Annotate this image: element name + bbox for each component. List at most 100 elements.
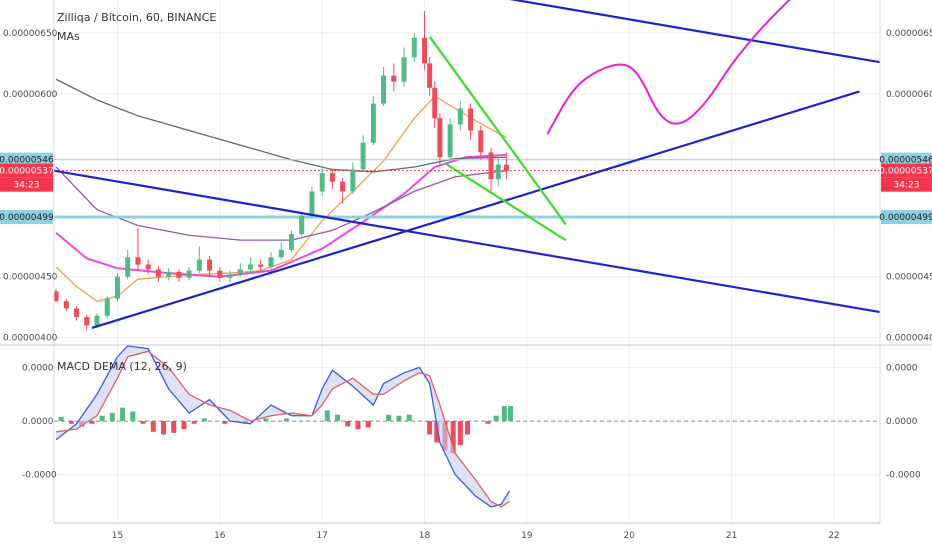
candle-body[interactable] [432, 87, 438, 119]
candle-body[interactable] [360, 142, 366, 170]
macd-histogram-bar [89, 421, 95, 424]
macd-histogram-bar [191, 421, 197, 424]
candle-body[interactable] [488, 152, 494, 180]
price-label-546-bg [881, 152, 932, 167]
macd-histogram-bar [465, 421, 471, 435]
macd-histogram-bar [365, 421, 371, 428]
candle-body[interactable] [186, 270, 192, 278]
signal-line [55, 350, 510, 508]
candle-body[interactable] [278, 249, 284, 258]
candle-body[interactable] [207, 259, 213, 271]
candle-body[interactable] [104, 298, 110, 316]
candle-body[interactable] [457, 108, 463, 125]
macd-histogram-bar [68, 421, 74, 424]
candle-body[interactable] [495, 164, 501, 180]
moving-average-line [55, 95, 507, 302]
candle-body[interactable] [155, 269, 161, 277]
candle-body[interactable] [258, 264, 264, 267]
chart-title: Zilliqa / Bitcoin, 60, BINANCE [57, 11, 216, 24]
macd-histogram-bar [335, 414, 341, 422]
candle-body[interactable] [84, 316, 90, 326]
macd-histogram-bar [406, 414, 412, 422]
trend-line[interactable] [508, 0, 881, 64]
price-label-499: 0.00000499 [879, 213, 932, 223]
macd-histogram-bar [345, 421, 351, 427]
macd-tick-label-left: -0.0000 [22, 471, 57, 481]
x-tick-label: 20 [624, 531, 636, 541]
candle-body[interactable] [196, 259, 202, 271]
candle-body[interactable] [74, 308, 80, 317]
macd-panel [54, 345, 880, 508]
price-label-537-bg [0, 163, 53, 178]
candles[interactable] [53, 10, 509, 331]
macd-histogram-bar [150, 421, 156, 432]
candle-body[interactable] [422, 37, 428, 64]
candle-body[interactable] [63, 301, 69, 309]
candle-body[interactable] [381, 75, 387, 104]
candle-body[interactable] [427, 63, 433, 88]
macd-histogram-bar [181, 421, 187, 430]
macd-fill [56, 346, 510, 507]
y-tick-label-right: 0.00000600 [886, 90, 932, 100]
candle-body[interactable] [391, 75, 397, 82]
candle-body[interactable] [447, 124, 453, 158]
candle-body[interactable] [478, 130, 484, 153]
candle-body[interactable] [411, 37, 417, 58]
candle-body[interactable] [319, 173, 325, 192]
candle-body[interactable] [145, 264, 151, 270]
candle-body[interactable] [114, 276, 120, 299]
x-tick-label: 21 [726, 531, 737, 541]
candle-body[interactable] [340, 181, 346, 192]
trend-line[interactable] [444, 162, 567, 242]
candle-body[interactable] [135, 257, 141, 265]
candle-body[interactable] [53, 291, 59, 302]
trend-line[interactable] [428, 35, 567, 225]
macd-histogram-bar [140, 421, 146, 424]
candle-body[interactable] [166, 271, 172, 277]
macd-histogram-bar [434, 421, 440, 443]
candle-body[interactable] [299, 215, 305, 235]
candle-body[interactable] [437, 118, 443, 158]
projection-curve[interactable] [546, 0, 793, 135]
macd-histogram-bar [427, 421, 433, 435]
macd-histogram-bar [222, 421, 228, 424]
candle-body[interactable] [503, 164, 509, 171]
candle-body[interactable] [468, 108, 474, 131]
candle-body[interactable] [217, 270, 223, 278]
candle-body[interactable] [125, 257, 131, 277]
macd-histogram-bar [386, 414, 392, 422]
macd-histogram-bar [283, 418, 289, 422]
macd-histogram-bar [130, 411, 136, 422]
candle-body[interactable] [94, 315, 100, 326]
horizontal-lines [54, 159, 880, 219]
trend-lines[interactable] [53, 0, 881, 329]
candle-body[interactable] [237, 269, 243, 275]
macd-histogram-bar [161, 421, 167, 435]
macd-tick-label-right: -0.0000 [886, 471, 921, 481]
macd-tick-label-left: 0.0000 [22, 417, 54, 427]
candle-body[interactable] [329, 173, 335, 182]
candle-body[interactable] [176, 271, 182, 278]
price-label-499-bg [881, 209, 932, 224]
macd-tick-label-right: 0.0000 [886, 363, 918, 373]
macd-tick-label-left: 0.0000 [22, 363, 54, 373]
macd-histogram-bar [324, 410, 330, 422]
candle-body[interactable] [288, 234, 294, 250]
macd-histogram-bar [263, 418, 269, 422]
candle-body[interactable] [350, 169, 356, 192]
macd-legend: MACD DEMA (12, 26, 9) [57, 360, 187, 373]
countdown-label: 34:23 [14, 181, 40, 191]
candle-body[interactable] [370, 103, 376, 143]
trend-line[interactable] [91, 90, 860, 329]
candle-body[interactable] [227, 274, 233, 278]
trend-line[interactable] [53, 169, 881, 314]
macd-histogram-bar [501, 406, 507, 422]
candle-body[interactable] [268, 257, 274, 267]
macd-histogram-bar [109, 413, 115, 422]
candle-body[interactable] [309, 191, 315, 216]
y-tick-label-left: 0.00000450 [3, 273, 58, 283]
candle-body[interactable] [248, 264, 254, 270]
candle-body[interactable] [401, 57, 407, 82]
